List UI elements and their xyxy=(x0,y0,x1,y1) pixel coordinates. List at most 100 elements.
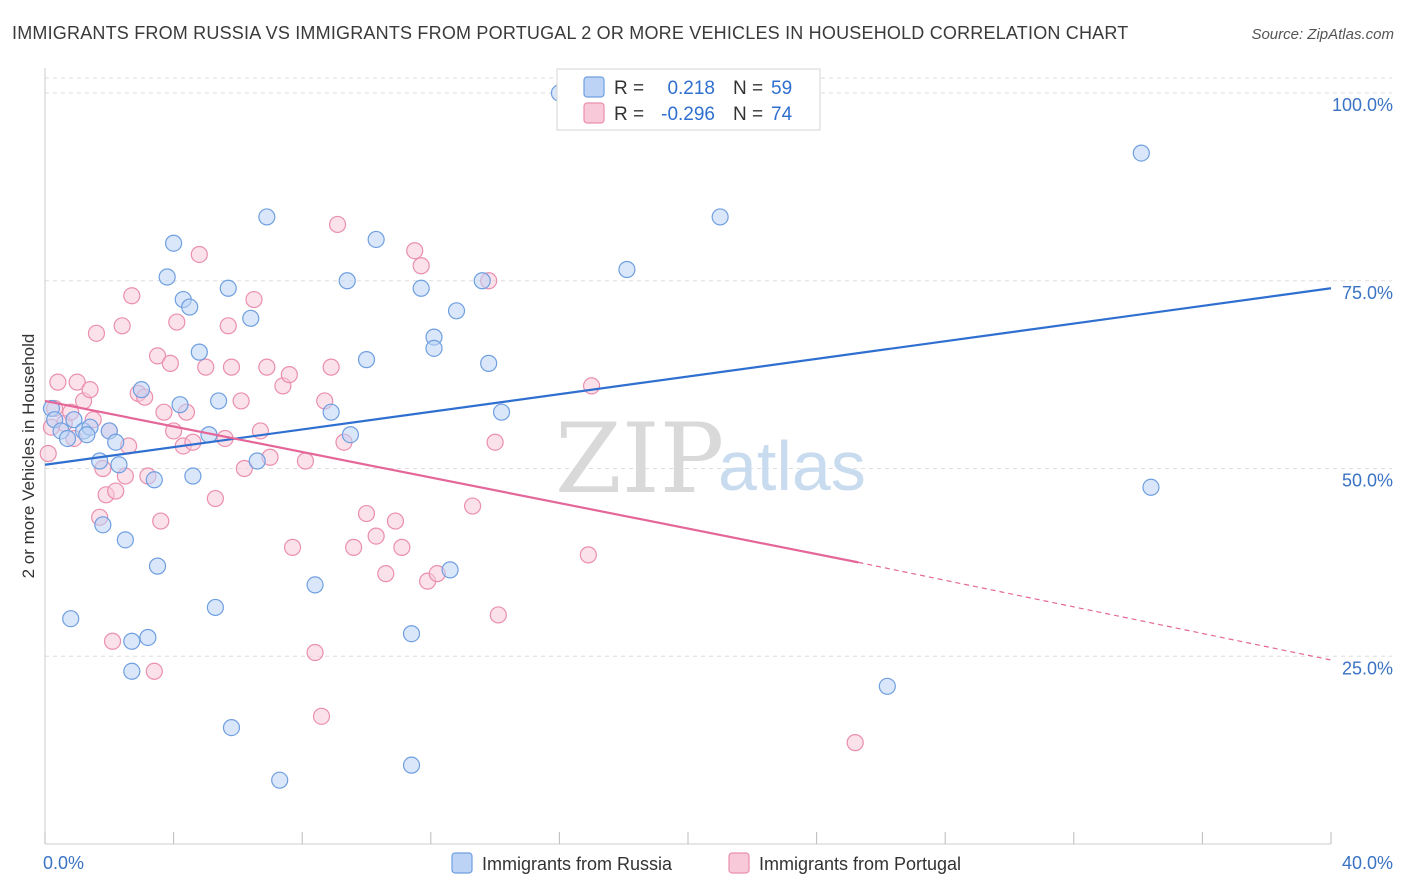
russia-point xyxy=(123,662,141,680)
portugal-point xyxy=(357,504,376,523)
russia-point xyxy=(367,230,385,249)
russia-point xyxy=(1132,144,1150,162)
portugal-point xyxy=(190,245,208,264)
portugal-point xyxy=(107,482,125,500)
y-tick-label: 75.0% xyxy=(1342,283,1393,303)
portugal-point xyxy=(406,242,424,260)
stats-portugal-r-value: -0.296 xyxy=(661,104,715,125)
stats-russia-n-value: 59 xyxy=(771,78,792,99)
russia-point xyxy=(402,756,421,774)
russia-point xyxy=(492,403,511,421)
portugal-point xyxy=(258,358,276,376)
russia-point xyxy=(441,561,459,579)
russia-point xyxy=(402,625,421,643)
portugal-point xyxy=(463,497,482,515)
portugal-point xyxy=(155,403,173,421)
portugal-point xyxy=(81,381,99,399)
russia-point xyxy=(132,381,151,399)
series-russia-points xyxy=(42,84,1160,789)
russia-point xyxy=(242,309,260,327)
portugal-point xyxy=(579,546,597,564)
russia-point xyxy=(116,531,134,549)
stats-russia-r-label: R = xyxy=(614,78,644,99)
legend-portugal-swatch xyxy=(728,852,750,874)
portugal-point xyxy=(87,324,106,342)
stats-russia-r-value: 0.218 xyxy=(667,78,715,99)
russia-point xyxy=(711,208,729,226)
plot-area: ZIP atlas 100.0% 75.0% 50.0% 25.0% xyxy=(39,68,1393,845)
russia-point xyxy=(248,452,266,470)
chart-source: Source: ZipAtlas.com xyxy=(1251,26,1394,43)
russia-point xyxy=(447,302,466,320)
portugal-point xyxy=(328,215,347,234)
russia-point xyxy=(94,516,112,534)
portugal-point xyxy=(345,538,363,556)
stats-legend: R = 0.218 N = 59 R = -0.296 N = 74 xyxy=(556,68,821,131)
portugal-trend-line xyxy=(44,399,859,564)
portugal-point xyxy=(296,452,315,470)
russia-point xyxy=(65,411,83,429)
stats-russia-swatch xyxy=(583,76,605,98)
stats-portugal-swatch xyxy=(583,102,605,124)
portugal-point xyxy=(206,489,224,508)
stats-portugal-n-value: 74 xyxy=(771,104,793,125)
portugal-point xyxy=(152,512,170,530)
russia-point xyxy=(473,272,491,290)
russia-point xyxy=(480,354,498,372)
portugal-point xyxy=(148,347,167,365)
russia-point xyxy=(181,298,199,316)
portugal-point xyxy=(232,392,250,410)
russia-point xyxy=(258,208,276,226)
portugal-point xyxy=(161,354,179,372)
russia-point xyxy=(110,456,128,474)
y-tick-label: 25.0% xyxy=(1342,658,1393,678)
portugal-point xyxy=(367,527,385,545)
stats-portugal-n-label: N = xyxy=(733,104,763,125)
portugal-point xyxy=(184,433,202,451)
russia-point xyxy=(107,433,125,451)
portugal-point xyxy=(39,444,57,463)
y-tick-label: 100.0% xyxy=(1332,95,1393,115)
russia-point xyxy=(190,343,208,361)
portugal-point xyxy=(68,373,86,391)
portugal-point xyxy=(49,373,67,391)
russia-point xyxy=(219,279,237,297)
portugal-point xyxy=(235,459,253,478)
russia-point xyxy=(148,557,167,575)
russia-point xyxy=(58,429,77,448)
russia-point xyxy=(306,576,324,594)
bottom-legend: Immigrants from Russia Immigrants from P… xyxy=(451,852,961,874)
chart-title: IMMIGRANTS FROM RUSSIA VS IMMIGRANTS FRO… xyxy=(12,23,1128,43)
russia-point xyxy=(184,467,202,485)
stats-portugal-r-label: R = xyxy=(614,104,644,125)
russia-point xyxy=(158,268,176,286)
watermark-atlas: atlas xyxy=(718,427,866,505)
portugal-point xyxy=(377,565,395,583)
watermark-zip: ZIP xyxy=(555,403,724,515)
russia-trend-line xyxy=(44,287,1332,466)
portugal-point xyxy=(322,358,340,376)
russia-point xyxy=(78,426,96,444)
russia-point xyxy=(341,426,360,444)
legend-portugal-label: Immigrants from Portugal xyxy=(759,854,961,874)
russia-point xyxy=(139,628,157,647)
russia-point xyxy=(425,339,443,357)
portugal-point xyxy=(489,606,507,624)
portugal-point xyxy=(168,313,186,331)
russia-point xyxy=(206,598,224,617)
stats-russia-n-label: N = xyxy=(733,78,763,99)
portugal-point xyxy=(123,287,141,305)
trend-lines xyxy=(44,287,1332,661)
portugal-point xyxy=(393,538,411,556)
russia-point xyxy=(271,771,289,789)
russia-point xyxy=(171,396,189,414)
russia-point xyxy=(210,392,228,410)
x-tick-label-min: 0.0% xyxy=(43,853,84,873)
portugal-point xyxy=(280,366,298,384)
portugal-trend-line-extension xyxy=(858,561,1332,661)
russia-point xyxy=(62,610,80,628)
y-tick-labels: 100.0% 75.0% 50.0% 25.0% xyxy=(1332,95,1393,678)
legend-russia-label: Immigrants from Russia xyxy=(482,854,673,874)
portugal-point xyxy=(145,662,163,680)
